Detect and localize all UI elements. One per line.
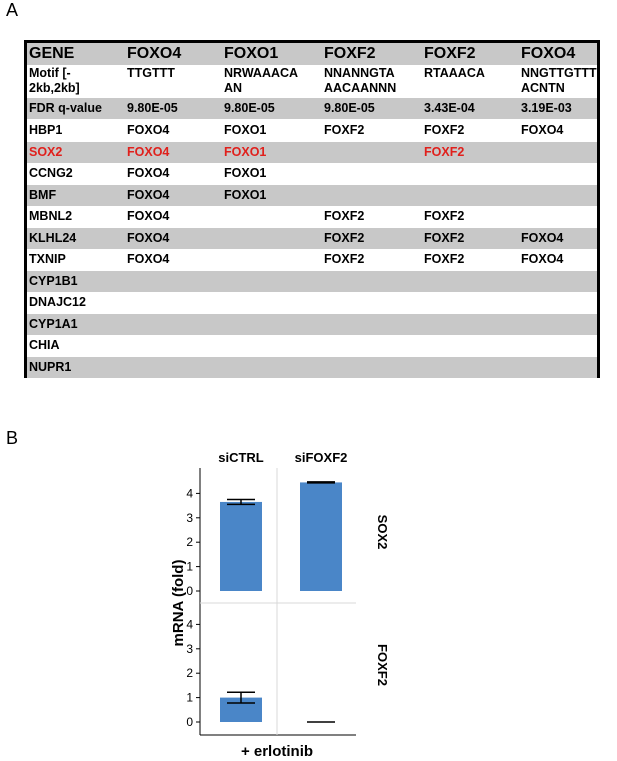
table-cell: FOXF2: [324, 45, 376, 62]
table-row: HBP1 FOXO4 FOXO1 FOXF2 FOXF2 FOXO4: [27, 120, 597, 142]
row-label: FDR q-value: [29, 101, 102, 115]
table-row: TXNIP FOXO4 FOXF2 FOXF2 FOXO4: [27, 249, 597, 271]
table-cell: FOXF2: [324, 209, 365, 223]
table-cell: FOXO1: [224, 187, 267, 202]
table-cell: FOXO4: [521, 45, 576, 62]
row-label: CYP1B1: [29, 273, 78, 288]
bar: [300, 482, 342, 591]
y-tick-label: 3: [186, 642, 193, 656]
table-row: KLHL24 FOXO4 FOXF2 FOXF2 FOXO4: [27, 227, 597, 249]
table-cell: FOXF2: [424, 45, 476, 62]
table-row: BMF FOXO4 FOXO1: [27, 184, 597, 206]
table-cell: FOXO4: [521, 230, 564, 245]
table-cell: FOXF2: [424, 209, 465, 223]
table-cell: 9.80E-05: [127, 101, 178, 115]
panel-b-label: B: [6, 428, 19, 448]
y-tick-label: 0: [186, 715, 193, 729]
table-cell: FOXF2: [424, 230, 465, 245]
table-cell: FOXF2: [324, 252, 365, 266]
table-cell: FOXF2: [324, 230, 365, 245]
bar: [220, 501, 262, 591]
table-cell: FOXO4: [127, 144, 170, 159]
table-row: SOX2 FOXO4 FOXO1 FOXF2: [27, 141, 597, 163]
row-label: DNAJC12: [29, 295, 86, 309]
y-tick-label: 4: [186, 486, 193, 500]
facet-label: SOX2: [375, 515, 390, 550]
table-cell: FOXO4: [127, 187, 170, 202]
table-row: CHIA: [27, 335, 597, 357]
y-tick-label: 2: [186, 666, 193, 680]
row-label: BMF: [29, 187, 57, 202]
row-label: CHIA: [29, 338, 60, 352]
table-row: CYP1A1: [27, 313, 597, 335]
motif-row: Motif [- 2kb,2kb] TTGTTT NRWAAACA AN NNANNG…: [27, 66, 597, 96]
table-row: CCNG2 FOXO4 FOXO1: [27, 163, 597, 185]
y-tick-label: 2: [186, 535, 193, 549]
table-cell: FOXF2: [324, 123, 365, 137]
table-cell: FOXO4: [127, 123, 170, 137]
y-tick-label: 1: [186, 691, 193, 705]
row-label: NUPR1: [29, 359, 72, 374]
table-cell: FOXO1: [224, 123, 267, 137]
facet-label: FOXF2: [375, 644, 390, 686]
table-cell: FOXO4: [521, 123, 564, 137]
row-label: SOX2: [29, 144, 63, 159]
motif-gene-table: GENE FOXO4 FOXO1 FOXF2 FOXF2 FOXO4 Motif [- 2k…: [24, 40, 600, 378]
table-cell: FOXO4: [127, 166, 170, 180]
y-axis-label: mRNA (fold): [170, 560, 187, 647]
table-cell: FOXO4: [127, 252, 170, 266]
table-cell: NRWAAACA AN: [224, 66, 299, 95]
row-label: CYP1A1: [29, 316, 78, 331]
table-cell: FOXO4: [127, 209, 170, 223]
y-tick-label: 4: [186, 617, 193, 631]
table-cell: 3.43E-04: [424, 101, 475, 115]
table-cell: FOXF2: [424, 252, 465, 266]
table-cell: FOXF2: [424, 144, 465, 159]
table-cell: NNGTTGTTT ACNTN: [521, 66, 597, 95]
table-cell: FOXO4: [127, 230, 170, 245]
table-cell: TTGTTT: [127, 66, 175, 80]
y-tick-label: 1: [186, 560, 193, 574]
table-header-row: GENE FOXO4 FOXO1 FOXF2 FOXF2 FOXO4: [27, 43, 597, 65]
table-row: MBNL2 FOXO4 FOXF2 FOXF2: [27, 206, 597, 228]
table-row: NUPR1: [27, 356, 597, 378]
table-row: CYP1B1: [27, 270, 597, 292]
y-tick-label: 3: [186, 511, 193, 525]
y-tick-label: 0: [186, 584, 193, 598]
category-label: siCTRL: [218, 450, 264, 465]
table-cell: NNANNGTA AACAANNN: [324, 66, 397, 95]
table-row: DNAJC12: [27, 292, 597, 314]
row-label: KLHL24: [29, 230, 77, 245]
table-cell: FOXO4: [521, 252, 564, 266]
row-label: MBNL2: [29, 209, 73, 223]
row-label: CCNG2: [29, 166, 73, 180]
table-cell: RTAAACA: [424, 66, 485, 80]
row-label: HBP1: [29, 123, 63, 137]
table-cell: 9.80E-05: [324, 101, 375, 115]
row-label: TXNIP: [29, 252, 66, 266]
x-axis-label: + erlotinib: [241, 743, 313, 760]
table-cell: FOXO1: [224, 166, 267, 180]
table-cell: FOXO1: [224, 144, 267, 159]
panel-a-label: A: [6, 0, 19, 20]
category-label: siFOXF2: [295, 450, 348, 465]
row-label: GENE: [29, 45, 75, 62]
fdr-row: FDR q-value 9.80E-05 9.80E-05 9.80E-05 3.43E…: [27, 98, 597, 119]
table-cell: FOXO4: [127, 45, 182, 62]
table-cell: 3.19E-03: [521, 101, 572, 115]
table-cell: FOXO1: [224, 45, 279, 62]
table-cell: 9.80E-05: [224, 101, 275, 115]
table-cell: FOXF2: [424, 123, 465, 137]
row-label: Motif [- 2kb,2kb]: [29, 66, 80, 95]
